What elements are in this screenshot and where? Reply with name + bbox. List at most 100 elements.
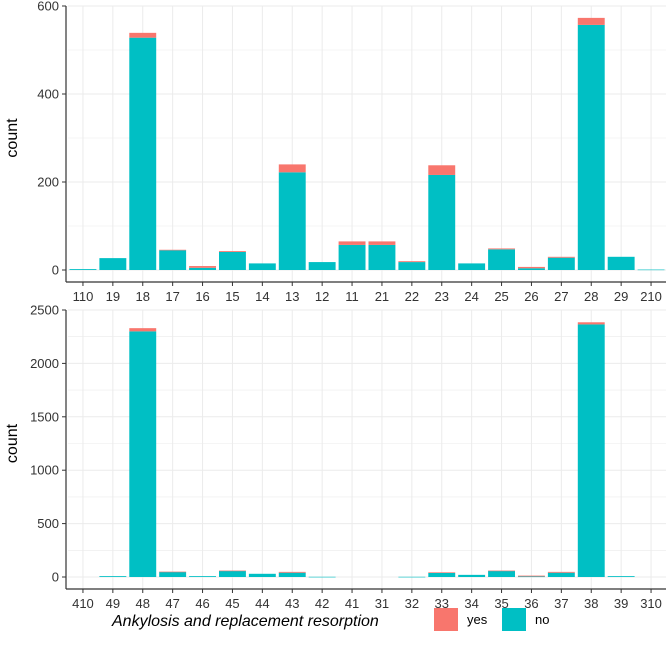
bar-yes [428,572,456,573]
bar-yes [488,248,516,250]
x-tick-label: 43 [285,596,299,611]
bar-no [607,576,635,577]
x-tick-label: 410 [72,596,94,611]
y-tick-label: 1500 [30,409,59,424]
x-tick-label: 33 [435,596,449,611]
plot-background [68,310,666,589]
x-tick-label: 24 [464,289,478,304]
bar-yes [218,570,246,572]
x-tick-label: 41 [345,596,359,611]
x-tick-label: 28 [584,289,598,304]
bar-no [159,571,187,577]
x-tick-label: 39 [614,596,628,611]
x-tick-label: 25 [494,289,508,304]
x-tick-label: 22 [405,289,419,304]
y-tick-label: 200 [37,175,59,190]
y-axis-label: count [4,423,21,463]
bar-yes [129,32,157,38]
x-tick-label: 17 [165,289,179,304]
bar-no [278,172,306,270]
x-tick-label: 27 [554,289,568,304]
bar-yes [159,571,187,573]
bar-no [577,24,605,271]
bar-no [458,574,486,577]
bar-yes [159,249,187,251]
bar-yes [338,241,366,245]
y-tick-label: 500 [37,516,59,531]
x-tick-label: 110 [73,289,94,304]
bar-no [517,576,545,578]
bar-yes [278,164,306,173]
x-tick-label: 15 [225,289,239,304]
x-tick-label: 35 [494,596,508,611]
bar-no [398,576,426,578]
x-tick-label: 16 [195,289,209,304]
x-tick-label: 31 [375,596,389,611]
legend: Ankylosis and replacement resorption yes… [111,608,549,631]
chart-panel-bottom: 0 500 1000 1500 2000 2500 410 49 48 47 46 45 44 43 42 4… [4,303,666,611]
x-tick-label: 310 [640,596,662,611]
x-tick-label: 49 [106,596,120,611]
bar-no [129,331,157,577]
x-tick-label: 23 [435,289,449,304]
bar-no [428,572,456,577]
bar-no [488,570,516,577]
legend-label-yes: yes [467,612,488,627]
x-tick-label: 32 [405,596,419,611]
bar-no [159,250,187,270]
x-tick-label: 21 [375,289,389,304]
x-tick-label: 36 [524,596,538,611]
x-tick-label: 26 [524,289,538,304]
bar-no [547,257,575,270]
bar-yes [488,570,516,572]
bar-no [607,256,635,270]
x-tick-label: 46 [195,596,209,611]
y-tick-label: 400 [37,87,59,102]
bar-no [99,258,127,270]
bar-no [278,572,306,577]
y-axis-label: count [4,118,21,158]
bar-no [308,262,336,270]
bar-no [637,269,665,271]
bar-no [547,572,575,577]
bar-no [69,269,97,270]
x-tick-label: 19 [106,289,120,304]
bar-yes [189,266,217,268]
x-tick-label: 13 [285,289,299,304]
bar-no [248,263,276,270]
bar-yes [368,241,396,245]
legend-label-no: no [535,612,549,627]
bar-no [248,573,276,577]
y-tick-label: 2500 [30,303,59,318]
bar-no [368,244,396,270]
bar-yes [547,571,575,573]
bar-yes [577,322,605,325]
x-tick-label: 47 [165,596,179,611]
y-tick-label: 0 [52,263,59,278]
bar-no [577,324,605,577]
plot-background [68,6,666,282]
bar-no [488,249,516,270]
bar-no [189,576,217,577]
bar-yes [218,251,246,252]
x-tick-label: 38 [584,596,598,611]
bar-yes [278,571,306,573]
bar-no [218,570,246,577]
chart-panel-top: 0 200 400 600 110 19 18 17 16 15 14 13 12 11 21 22 23 24 2… [4,0,666,304]
bar-yes [517,575,545,577]
bar-yes [517,266,545,269]
bar-no [398,262,426,270]
bar-no [428,174,456,270]
x-tick-label: 11 [345,289,359,304]
bar-yes [577,17,605,25]
bar-yes [129,328,157,332]
x-tick-label: 45 [225,596,239,611]
x-tick-label: 42 [315,596,329,611]
bar-yes [547,256,575,258]
legend-title: Ankylosis and replacement resorption [111,613,379,630]
bar-no [99,576,127,577]
legend-swatch-yes [434,608,458,631]
y-tick-label: 600 [37,0,59,14]
